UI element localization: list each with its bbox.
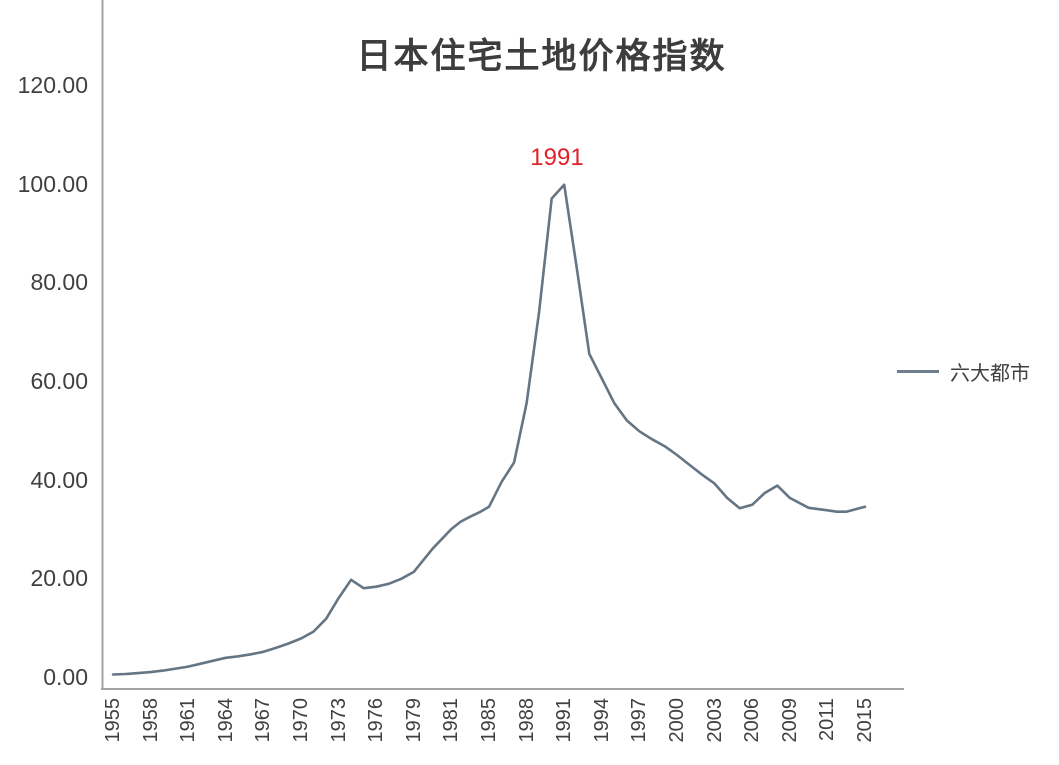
y-tick-label: 40.00: [30, 466, 88, 493]
x-tick-label: 2015: [854, 698, 876, 743]
x-tick-label: 1979: [402, 698, 425, 743]
y-tick-label: 60.00: [30, 368, 88, 394]
x-tick-label: 2011: [816, 698, 839, 742]
x-tick-label: 1961: [177, 698, 200, 743]
x-tick-label: 1985: [478, 698, 500, 743]
peak-annotation-1991: 1991: [530, 144, 584, 171]
y-tick-label: 0.00: [43, 664, 88, 690]
y-tick-label: 20.00: [30, 565, 88, 592]
x-tick-label: 1981: [440, 698, 463, 743]
chart-title: 日本住宅土地价格指数: [356, 37, 727, 76]
x-tick-label: 1991: [553, 698, 576, 743]
series-line-six-major-cities: [111, 183, 867, 676]
x-tick-label: 1973: [327, 698, 350, 743]
x-tick-label: 1970: [290, 698, 312, 743]
x-tick-label: 2009: [778, 698, 801, 743]
x-tick-label: 2000: [666, 698, 688, 743]
legend: 六大都市: [897, 357, 1030, 385]
y-tick-label: 120.00: [17, 72, 88, 98]
x-tick-label: 1988: [515, 698, 538, 743]
x-tick-label: 1964: [214, 698, 237, 743]
x-tick-label: 1955: [102, 698, 124, 743]
y-tick-label: 100.00: [17, 170, 88, 197]
x-tick-label: 1958: [139, 698, 162, 743]
legend-line-swatch: [897, 369, 939, 373]
legend-label: 六大都市: [950, 362, 1030, 385]
x-tick-label: 2006: [741, 698, 764, 743]
x-tick-label: 1994: [590, 698, 613, 743]
x-tick-label: 2003: [703, 698, 726, 743]
y-tick-label: 80.00: [30, 269, 88, 296]
x-tick-label: 1997: [628, 698, 651, 743]
x-tick-label: 1967: [252, 698, 275, 743]
x-tick-label: 1976: [365, 698, 388, 743]
